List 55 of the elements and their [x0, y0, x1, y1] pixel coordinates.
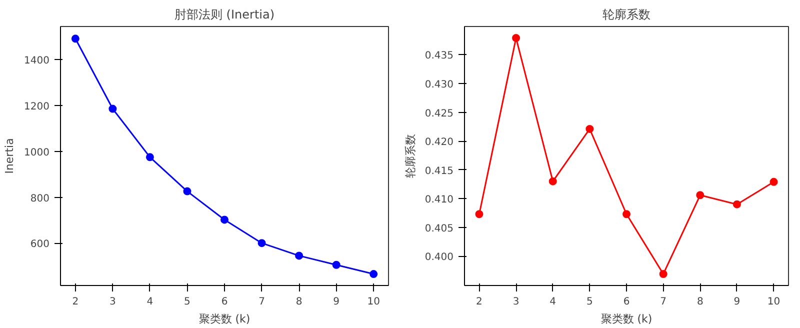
point: [71, 34, 80, 43]
point: [696, 191, 704, 200]
y-tick-label: 0.430: [424, 79, 454, 90]
point: [770, 178, 778, 186]
x-tick-label: 2: [72, 296, 79, 308]
point: [548, 177, 557, 186]
y-tick-label: 0.435: [424, 50, 454, 62]
x-tick-label: 7: [660, 296, 667, 308]
y-tick-label: 1400: [24, 56, 50, 67]
x-tick-label: 7: [258, 296, 265, 308]
y-tick-label: 0.415: [424, 166, 454, 177]
x-tick-label: 4: [146, 296, 154, 308]
chart-title: 肘部法则 (Inertia): [174, 8, 275, 22]
x-tick-label: 9: [333, 296, 340, 308]
point: [622, 210, 630, 218]
point: [146, 153, 154, 162]
x-tick-label: 4: [550, 296, 556, 308]
x-tick-label: 8: [696, 296, 704, 308]
x-tick-label: 8: [296, 296, 302, 308]
y-tick-label: 0.420: [424, 137, 454, 148]
y-tick-label: 0.425: [424, 108, 454, 120]
x-tick-label: 2: [476, 296, 482, 308]
x-tick-label: 5: [586, 296, 593, 308]
x-tick-label: 3: [110, 296, 116, 308]
y-tick-label: 600: [30, 239, 50, 250]
point: [732, 200, 741, 208]
x-tick-label: 3: [512, 296, 520, 308]
point: [586, 124, 594, 133]
y-tick-label: 0.400: [424, 252, 454, 264]
point: [370, 270, 378, 278]
x-axis-title: 聚类数 (k): [600, 312, 652, 326]
x-tick-label: 9: [734, 296, 740, 308]
y-axis-title: Inertia: [3, 138, 16, 174]
y-tick-label: 800: [30, 193, 50, 204]
point: [220, 216, 228, 224]
y-axis-title: 轮廓系数: [404, 134, 417, 178]
chart-title: 轮廓系数: [602, 8, 650, 22]
point: [258, 239, 266, 248]
point: [108, 104, 117, 113]
point: [332, 260, 340, 269]
y-tick-label: 0.410: [424, 194, 454, 206]
x-tick-label: 6: [623, 296, 630, 308]
y-tick-label: 0.405: [424, 223, 454, 234]
x-tick-label: 10: [767, 296, 780, 308]
x-axis-title: 聚类数 (k): [198, 312, 250, 326]
y-tick-label: 1200: [24, 102, 50, 113]
point: [183, 187, 192, 196]
point: [475, 210, 484, 218]
x-tick-label: 10: [367, 296, 380, 308]
y-tick-label: 1000: [24, 147, 50, 158]
x-tick-label: 6: [221, 296, 228, 308]
x-tick-label: 5: [184, 296, 190, 308]
point: [295, 252, 304, 260]
point: [659, 270, 668, 278]
point: [512, 34, 520, 42]
